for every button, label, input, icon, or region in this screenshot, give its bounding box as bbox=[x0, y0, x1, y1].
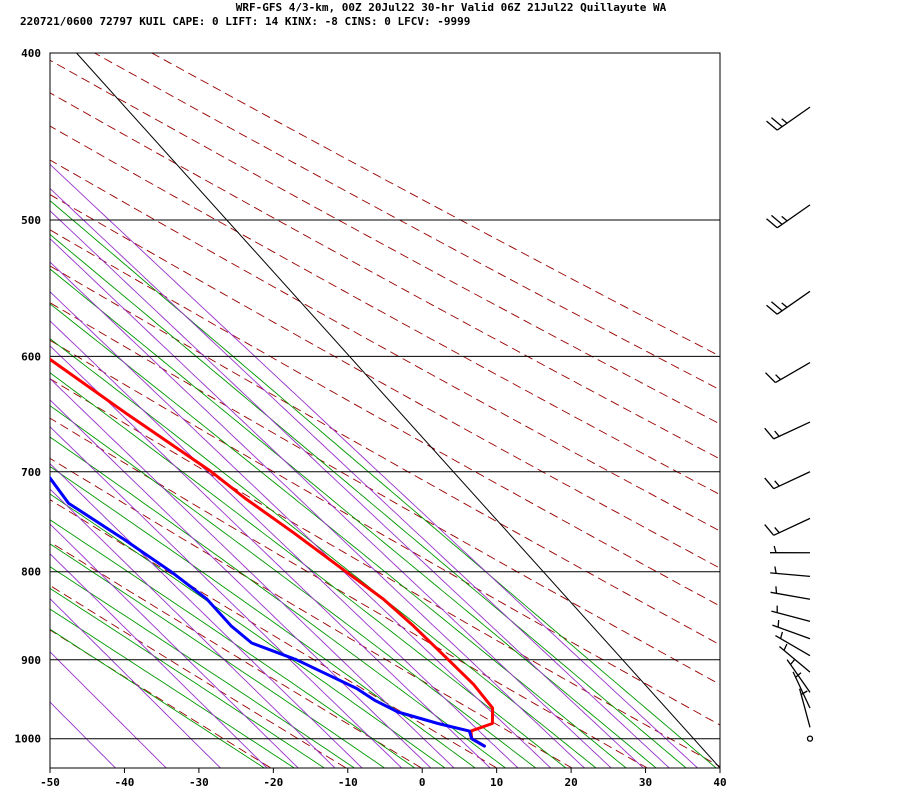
dry-adiabat bbox=[50, 59, 720, 425]
mixing-ratio-line bbox=[50, 523, 299, 768]
moist-adiabat bbox=[50, 465, 476, 768]
wind-barb bbox=[806, 735, 814, 742]
x-tick-label: -10 bbox=[338, 776, 358, 789]
wind-barb bbox=[778, 643, 811, 673]
wind-barb bbox=[766, 290, 811, 315]
wind-barb bbox=[770, 566, 811, 577]
temperature-profile bbox=[50, 357, 495, 748]
wind-barb bbox=[766, 204, 811, 229]
mixing-ratio-line bbox=[50, 651, 167, 768]
mixing-ratio-line bbox=[50, 291, 552, 768]
dry-adiabat bbox=[50, 194, 720, 569]
mixing-ratio-line bbox=[50, 261, 586, 768]
wind-barb bbox=[764, 471, 811, 490]
dry-adiabat bbox=[50, 629, 272, 768]
y-tick-label: 1000 bbox=[15, 733, 42, 746]
mixing-ratio-line bbox=[50, 463, 363, 768]
x-tick-label: -40 bbox=[115, 776, 135, 789]
moist-adiabat bbox=[50, 493, 446, 768]
wind-barb bbox=[771, 605, 811, 623]
y-tick-label: 800 bbox=[21, 566, 41, 579]
x-tick-label: 40 bbox=[713, 776, 726, 789]
profiles bbox=[50, 357, 495, 748]
dry-adiabat bbox=[50, 541, 423, 768]
wind-barbs bbox=[764, 106, 814, 742]
dry-adiabat bbox=[50, 417, 649, 768]
moist-adiabat bbox=[50, 200, 717, 768]
mixing-ratio-line bbox=[50, 426, 403, 768]
dry-adiabat bbox=[50, 302, 720, 685]
mixing-ratio-line bbox=[50, 598, 222, 768]
moist-adiabat bbox=[50, 268, 657, 768]
dry-adiabat bbox=[50, 125, 720, 496]
dry-adiabat bbox=[50, 378, 720, 768]
dry-adiabat bbox=[150, 53, 720, 357]
isotherm-line bbox=[76, 52, 721, 769]
grid bbox=[49, 52, 721, 769]
mixing-ratio-line bbox=[50, 163, 699, 768]
moist-adiabat bbox=[50, 543, 386, 768]
wind-barb bbox=[764, 421, 811, 440]
wind-barb bbox=[792, 671, 811, 709]
dry-adiabat bbox=[50, 92, 720, 460]
wind-barb bbox=[766, 106, 811, 131]
dry-adiabat bbox=[50, 265, 720, 646]
wind-barb bbox=[765, 362, 811, 384]
wind-barb bbox=[786, 658, 811, 693]
wind-barb bbox=[770, 586, 811, 600]
x-tick-label: 30 bbox=[639, 776, 652, 789]
y-tick-label: 700 bbox=[21, 466, 41, 479]
mixing-ratio-line bbox=[50, 187, 670, 768]
wind-barb bbox=[772, 620, 811, 640]
chart-title: WRF-GFS 4/3-km, 00Z 20Jul22 30-hr Valid … bbox=[236, 1, 667, 14]
plot-frame bbox=[49, 52, 721, 769]
mixing-ratio-line bbox=[50, 553, 268, 768]
dry-adiabat bbox=[50, 499, 498, 768]
sounding-indices: 220721/0600 72797 KUIL CAPE: 0 LIFT: 14 … bbox=[20, 15, 470, 28]
wind-barb bbox=[775, 631, 811, 657]
x-tick-label: -50 bbox=[40, 776, 60, 789]
moist-adiabat bbox=[50, 566, 356, 768]
wind-barb bbox=[769, 545, 811, 554]
wind-barb bbox=[798, 688, 811, 728]
y-tick-label: 400 bbox=[21, 47, 41, 60]
mixing-ratio-line bbox=[50, 399, 432, 768]
moist-adiabat bbox=[50, 233, 687, 768]
x-tick-label: -30 bbox=[189, 776, 209, 789]
dry-adiabat bbox=[50, 229, 720, 607]
wind-barb bbox=[764, 517, 811, 536]
dry-adiabat bbox=[50, 457, 573, 768]
x-tick-label: -20 bbox=[263, 776, 283, 789]
mixing-ratio-line bbox=[50, 238, 612, 768]
y-tick-label: 900 bbox=[21, 654, 41, 667]
moist-adiabat bbox=[50, 338, 597, 768]
reference-lines bbox=[50, 53, 720, 768]
dry-adiabat bbox=[93, 53, 720, 391]
mixing-ratio-line bbox=[50, 345, 491, 768]
moist-adiabat bbox=[50, 436, 507, 768]
x-tick-label: 0 bbox=[419, 776, 426, 789]
mixing-ratio-line bbox=[50, 488, 336, 768]
x-tick-label: 20 bbox=[564, 776, 577, 789]
mixing-ratio-line bbox=[50, 210, 644, 768]
dry-adiabat bbox=[50, 159, 720, 532]
dewpoint-profile bbox=[50, 475, 486, 748]
mixing-ratio-line bbox=[50, 377, 455, 768]
x-tick-label: 10 bbox=[490, 776, 503, 789]
moist-adiabat bbox=[50, 303, 627, 768]
axes: -50 -40 -30 -20 -10 0 10 20 30 40 400 500 600 700 800 9… bbox=[15, 47, 727, 789]
moist-adiabat bbox=[50, 519, 416, 768]
dry-adiabat bbox=[50, 339, 720, 726]
mixing-ratio-line bbox=[50, 320, 519, 768]
moist-adiabat bbox=[50, 628, 266, 768]
y-tick-label: 500 bbox=[21, 214, 41, 227]
y-tick-label: 600 bbox=[21, 350, 41, 363]
dry-adiabat bbox=[50, 584, 347, 768]
moist-adiabat bbox=[50, 587, 326, 768]
moist-adiabat bbox=[50, 608, 296, 768]
